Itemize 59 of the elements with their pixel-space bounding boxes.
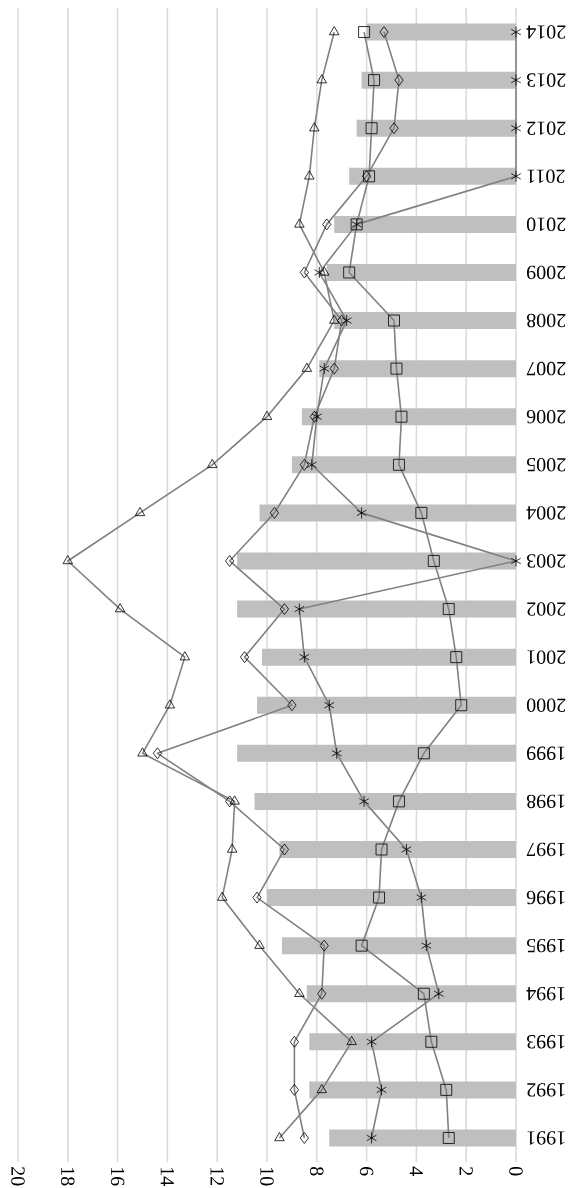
y-tick-label: 1996 bbox=[526, 890, 565, 905]
y-tick-label: 1993 bbox=[526, 1035, 565, 1049]
y-tick-label: 2007 bbox=[526, 361, 566, 376]
x-tick-label: 0 bbox=[509, 1166, 523, 1176]
bar bbox=[281, 937, 516, 955]
y-tick-label: 2010 bbox=[526, 217, 566, 232]
bar bbox=[319, 360, 516, 378]
bar bbox=[326, 263, 516, 281]
y-tick-label: 1995 bbox=[526, 938, 565, 953]
bar bbox=[254, 792, 516, 810]
x-tick-label: 18 bbox=[61, 1167, 75, 1186]
bar bbox=[366, 23, 516, 41]
bar bbox=[334, 312, 516, 330]
y-tick-label: 1992 bbox=[527, 1083, 565, 1097]
bar bbox=[361, 71, 516, 89]
y-tick-label: 2011 bbox=[527, 169, 565, 184]
bar bbox=[301, 408, 516, 426]
y-tick-label: 2006 bbox=[526, 409, 566, 424]
bar bbox=[349, 167, 516, 185]
x-tick-label: 12 bbox=[210, 1167, 224, 1186]
y-tick-label: 2012 bbox=[527, 121, 566, 135]
y-tick-label: 2013 bbox=[526, 73, 566, 87]
bar bbox=[279, 840, 516, 858]
y-tick-label: 2008 bbox=[526, 313, 566, 328]
bar bbox=[329, 1129, 516, 1147]
x-tick-label: 8 bbox=[310, 1166, 324, 1176]
x-tick-label: 16 bbox=[110, 1167, 125, 1186]
bar bbox=[291, 456, 516, 474]
y-tick-label: 2004 bbox=[526, 506, 566, 520]
bar bbox=[267, 889, 516, 907]
x-tick-label: 20 bbox=[11, 1167, 25, 1186]
bar bbox=[262, 648, 516, 666]
bar bbox=[237, 552, 516, 570]
y-tick-label: 1997 bbox=[526, 842, 565, 857]
bar bbox=[237, 744, 516, 762]
y-tick-label: 2000 bbox=[526, 698, 566, 712]
y-tick-label: 2009 bbox=[527, 265, 566, 280]
x-tick-label: 2 bbox=[459, 1167, 473, 1176]
bar bbox=[356, 119, 516, 137]
bar bbox=[259, 504, 516, 522]
bar bbox=[309, 1033, 516, 1051]
y-tick-label: 2003 bbox=[526, 554, 566, 568]
bar bbox=[334, 215, 516, 233]
y-tick-label: 2002 bbox=[527, 602, 566, 616]
bar bbox=[237, 600, 516, 618]
y-tick-label: 1998 bbox=[526, 794, 565, 809]
y-tick-label: 2014 bbox=[526, 25, 566, 39]
x-tick-label: 4 bbox=[409, 1166, 423, 1176]
bar bbox=[306, 985, 516, 1003]
y-tick-label: 1999 bbox=[527, 746, 565, 761]
x-tick-label: 10 bbox=[260, 1167, 274, 1186]
y-tick-label: 2005 bbox=[526, 458, 566, 472]
x-tick-label: 6 bbox=[359, 1167, 374, 1176]
y-tick-label: 2001 bbox=[527, 650, 566, 664]
y-tick-label: 1991 bbox=[527, 1131, 565, 1145]
bar bbox=[257, 696, 516, 714]
x-tick-label: 14 bbox=[160, 1167, 174, 1186]
bar bbox=[309, 1081, 516, 1099]
y-tick-label: 1994 bbox=[526, 986, 565, 1001]
